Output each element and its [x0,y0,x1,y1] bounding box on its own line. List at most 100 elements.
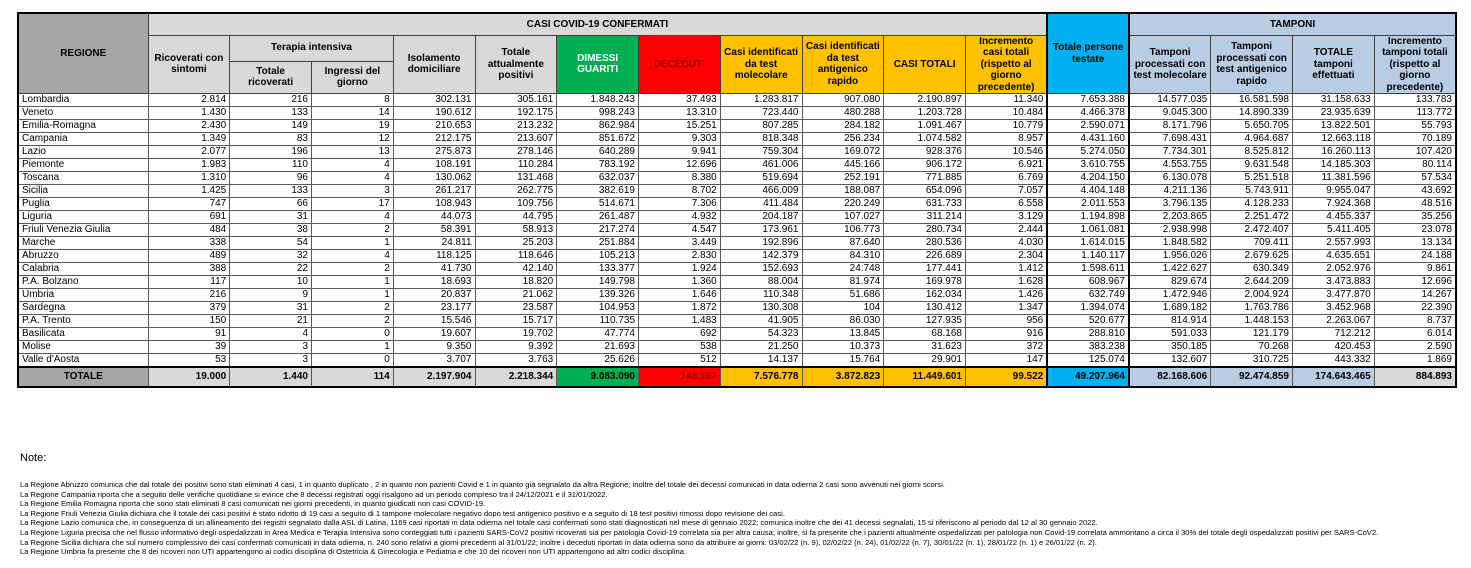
cell-incremento-tamponi: 133.783 [1373,93,1457,107]
cell-incremento-tamponi: 107.420 [1373,145,1457,159]
cell-incremento-casi: 10.546 [965,145,1048,159]
cell-incremento-tamponi: 70.189 [1373,132,1457,146]
note-line: La Regione Lazio comunica che, in conseg… [20,518,1098,528]
cell-ti-ingressi: 4 [311,158,394,172]
cell-persone-testate: 1.140.117 [1046,249,1130,263]
cell-attualmente-positivi: 42.140 [474,262,558,276]
note-line: La Regione Campania riporta che a seguit… [20,489,608,499]
cell-attualmente-positivi: 262.775 [474,184,558,198]
cell-deceduti: 9.303 [638,132,721,146]
cell-casi-totali: 771.885 [883,171,966,185]
header-casi-totali: CASI TOTALI [883,34,966,94]
region-name: Lazio [17,145,149,159]
cell-incremento-tamponi: 22.390 [1373,301,1457,315]
cell-tamponi-molecolare: 9.045.300 [1128,106,1212,120]
cell-isolamento: 275.873 [392,145,476,159]
table-row: Umbria 216 9 1 20.837 21.062 139.326 1.646 110.3… [17,288,1457,302]
cell-tamponi-antigenico: 4.964.687 [1210,132,1293,146]
cell-tamponi-antigenico: 2.251.472 [1210,210,1293,224]
cell-casi-molecolare: 130.308 [719,301,803,315]
cell-casi-antigenico: 106.773 [801,223,885,237]
cell-isolamento: 41.730 [392,262,476,276]
covid-table-container: REGIONE CASI COVID-19 CONFERMATI Totale … [17,12,1457,388]
cell-incremento-casi: 7.057 [965,184,1048,198]
region-name: Valle d'Aosta [17,353,149,367]
table-row: Liguria 691 31 4 44.073 44.795 261.487 4.932 204… [17,210,1457,224]
cell-casi-molecolare: 88.004 [719,275,803,289]
cell-casi-antigenico: 284.182 [801,119,885,133]
cell-ricoverati-sintomi: 117 [147,275,231,289]
cell-tamponi-antigenico: 310.725 [1210,353,1293,367]
cell-casi-antigenico: 51.686 [801,288,885,302]
cell-totale-tamponi: 13.822.501 [1292,119,1375,133]
cell-incremento-tamponi: 57.534 [1373,171,1457,185]
cell-attualmente-positivi: 58.913 [474,223,558,237]
cell-isolamento: 130.062 [392,171,476,185]
region-name: Umbria [17,288,149,302]
cell-tamponi-molecolare: 1.422.627 [1128,262,1212,276]
cell-isolamento: 15.546 [392,314,476,328]
cell-casi-totali: 928.376 [883,145,966,159]
cell-incremento-tamponi: 24.188 [1373,249,1457,263]
cell-ti-totale: 96 [229,171,312,185]
cell-ti-ingressi: 4 [311,210,394,224]
cell-tamponi-molecolare: 1.689.182 [1128,301,1212,315]
cell-casi-molecolare: 54.323 [719,327,803,341]
cell-attualmente-positivi: 109.756 [474,197,558,211]
cell-ti-ingressi: 1 [311,275,394,289]
header-casi-molecolare: Casi identificati da test molecolare [719,34,803,94]
cell-dimessi-guariti: 640.289 [556,145,639,159]
cell-ti-totale: 216 [229,93,312,107]
cell-ti-ingressi: 2 [311,262,394,276]
cell-tamponi-antigenico: 92.474.859 [1210,365,1293,387]
cell-casi-totali: 2.190.897 [883,93,966,107]
cell-attualmente-positivi: 23.587 [474,301,558,315]
cell-incremento-tamponi: 23.078 [1373,223,1457,237]
cell-attualmente-positivi: 118.646 [474,249,558,263]
cell-dimessi-guariti: 21.693 [556,340,639,354]
cell-totale-tamponi: 31.158.633 [1292,93,1375,107]
cell-isolamento: 108.191 [392,158,476,172]
cell-attualmente-positivi: 2.218.344 [474,365,558,387]
cell-tamponi-antigenico: 2.004.924 [1210,288,1293,302]
cell-deceduti: 148.167 [638,365,721,387]
cell-deceduti: 2.830 [638,249,721,263]
cell-attualmente-positivi: 278.146 [474,145,558,159]
cell-isolamento: 2.197.904 [392,365,476,387]
table-row: P.A. Trento 150 21 2 15.546 15.717 110.735 1.48… [17,314,1457,328]
region-name: Campania [17,132,149,146]
cell-incremento-casi: 10.484 [965,106,1048,120]
cell-isolamento: 3.707 [392,353,476,367]
header-totale-tamponi: TOTALE tamponi effettuati [1292,34,1375,94]
table-row: Piemonte 1.983 110 4 108.191 110.284 783.192 12… [17,158,1457,172]
cell-casi-molecolare: 1.283.817 [719,93,803,107]
cell-incremento-casi: 956 [965,314,1048,328]
cell-isolamento: 190.612 [392,106,476,120]
cell-ti-totale: 22 [229,262,312,276]
cell-dimessi-guariti: 783.192 [556,158,639,172]
cell-attualmente-positivi: 15.717 [474,314,558,328]
region-name: Liguria [17,210,149,224]
note-line: La Regione Emilia Romagna riporta che so… [20,499,486,509]
cell-ti-ingressi: 19 [311,119,394,133]
cell-ricoverati-sintomi: 691 [147,210,231,224]
cell-tamponi-molecolare: 814.914 [1128,314,1212,328]
cell-dimessi-guariti: 47.774 [556,327,639,341]
cell-ti-ingressi: 1 [311,340,394,354]
notes-title: Note: [20,452,47,464]
cell-incremento-tamponi: 43.692 [1373,184,1457,198]
cell-dimessi-guariti: 105.213 [556,249,639,263]
cell-ti-totale: 66 [229,197,312,211]
cell-casi-antigenico: 13.845 [801,327,885,341]
cell-tamponi-antigenico: 2.644.209 [1210,275,1293,289]
cell-casi-antigenico: 3.872.823 [801,365,885,387]
cell-tamponi-molecolare: 350.185 [1128,340,1212,354]
cell-deceduti: 8.702 [638,184,721,198]
cell-dimessi-guariti: 261.487 [556,210,639,224]
cell-persone-testate: 2.590.071 [1046,119,1130,133]
cell-deceduti: 1.646 [638,288,721,302]
cell-ricoverati-sintomi: 489 [147,249,231,263]
header-ricoverati-sintomi: Ricoverati con sintomi [147,34,231,94]
region-name: Toscana [17,171,149,185]
cell-totale-tamponi: 3.473.883 [1292,275,1375,289]
